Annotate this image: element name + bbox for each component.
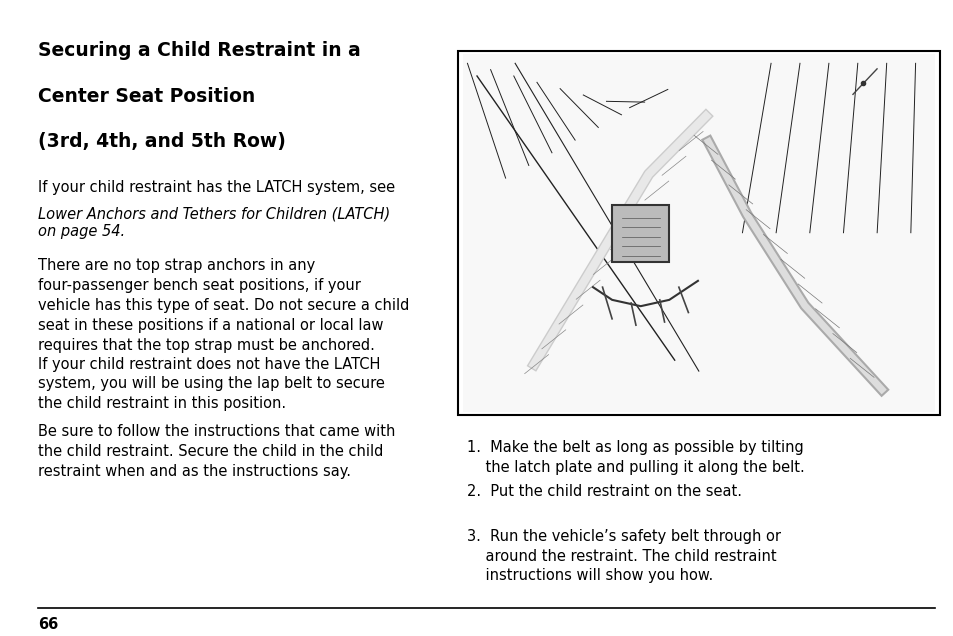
- Text: Securing a Child Restraint in a: Securing a Child Restraint in a: [38, 41, 360, 60]
- Bar: [457, 51, 939, 415]
- Text: There are no top strap anchors in any
four-passenger bench seat positions, if yo: There are no top strap anchors in any fo…: [38, 258, 409, 352]
- Text: 3.  Run the vehicle’s safety belt through or
    around the restraint. The child: 3. Run the vehicle’s safety belt through…: [467, 529, 781, 583]
- Text: 66: 66: [38, 618, 58, 632]
- Text: (3rd, 4th, and 5th Row): (3rd, 4th, and 5th Row): [38, 132, 286, 151]
- Text: Center Seat Position: Center Seat Position: [38, 86, 255, 106]
- Text: If your child restraint does not have the LATCH
system, you will be using the la: If your child restraint does not have th…: [38, 357, 385, 411]
- Text: 1.  Make the belt as long as possible by tilting
    the latch plate and pulling: 1. Make the belt as long as possible by …: [467, 440, 804, 475]
- Bar: [462, 54, 934, 411]
- Text: Be sure to follow the instructions that came with
the child restraint. Secure th: Be sure to follow the instructions that …: [38, 424, 395, 479]
- Bar: [612, 205, 669, 262]
- Text: 2.  Put the child restraint on the seat.: 2. Put the child restraint on the seat.: [467, 485, 741, 499]
- Text: Lower Anchors and Tethers for Children (LATCH)
on page 54.: Lower Anchors and Tethers for Children (…: [38, 207, 390, 239]
- Text: If your child restraint has the LATCH system, see: If your child restraint has the LATCH sy…: [38, 180, 399, 195]
